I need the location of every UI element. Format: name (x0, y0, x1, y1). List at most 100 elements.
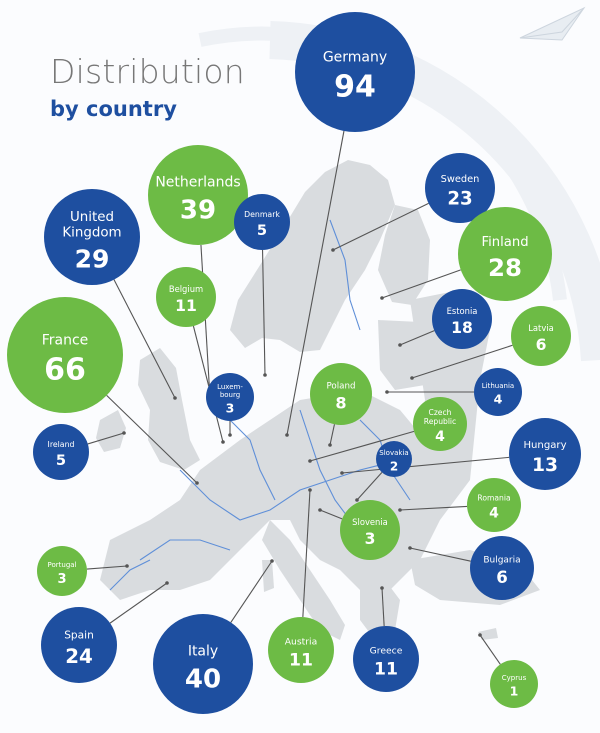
leader-dot-italy (270, 559, 274, 563)
bubble-circle-greece (353, 626, 419, 692)
bubble-circle-poland (310, 363, 372, 425)
bubble-sweden: Sweden 23 (425, 153, 495, 223)
leader-dot-germany (285, 433, 289, 437)
bubble-hungary: Hungary 13 (509, 418, 581, 490)
bubble-value-denmark: 5 (257, 222, 267, 239)
leader-dot-luxembourg (228, 433, 232, 437)
bubble-value-romania: 4 (489, 506, 499, 522)
bubble-circle-latvia (511, 306, 571, 366)
bubble-austria: Austria 11 (268, 617, 334, 683)
land-ireland (96, 410, 126, 452)
bubble-ireland: Ireland 5 (33, 424, 89, 480)
bubble-circle-bulgaria (470, 536, 534, 600)
bubble-circle-germany (295, 12, 415, 132)
leader-line-italy (230, 560, 273, 623)
bubble-label-spain: Spain (64, 630, 94, 642)
leader-dot-bulgaria (408, 546, 412, 550)
bubble-value-latvia: 6 (536, 336, 547, 354)
bubble-value-portugal: 3 (57, 572, 66, 587)
leader-line-greece (381, 587, 385, 627)
bubble-circle-cyprus (490, 660, 538, 708)
bubble-label-lithuania: Lithuania (482, 382, 514, 390)
bubble-denmark: Denmark 5 (234, 194, 290, 250)
bubble-luxembourg: Luxem-bourg 3 (206, 373, 254, 421)
bubble-value-united-kingdom: 29 (75, 244, 110, 273)
bubble-circle-hungary (509, 418, 581, 490)
chart-subtitle: by country (50, 97, 177, 121)
leader-dot-united-kingdom (173, 396, 177, 400)
bubble-italy: Italy 40 (153, 614, 253, 714)
bubble-label-romania: Romania (477, 493, 510, 502)
river-4 (139, 539, 231, 561)
bubble-germany: Germany 94 (295, 12, 415, 132)
bubble-value-spain: 24 (65, 645, 93, 668)
leader-dot-poland (328, 443, 332, 447)
leader-line-denmark (261, 249, 266, 376)
bubble-lithuania: Lithuania 4 (474, 368, 522, 416)
bubble-label-slovenia: Slovenia (352, 517, 388, 527)
bubble-label-luxembourg-2: bourg (220, 391, 240, 399)
leader-dot-austria (308, 488, 312, 492)
leader-lines (86, 130, 513, 665)
leader-dot-slovakia (355, 498, 359, 502)
bubble-label-poland: Poland (326, 382, 355, 392)
bubble-greece: Greece 11 (353, 626, 419, 692)
bubble-circle-slovakia (376, 441, 412, 477)
bubble-circle-austria (268, 617, 334, 683)
leader-line-sweden (332, 202, 429, 251)
leader-line-hungary (341, 456, 510, 474)
land-scandinavia (230, 160, 395, 352)
leader-line-spain (109, 582, 168, 624)
bubble-label-austria: Austria (285, 636, 317, 647)
bubble-label-italy: Italy (188, 644, 218, 660)
leader-dot-latvia (410, 376, 414, 380)
leader-dot-sweden (331, 248, 335, 252)
bubble-circle-estonia (432, 289, 492, 349)
leader-line-cyprus (479, 634, 501, 665)
bubble-circle-ireland (33, 424, 89, 480)
bubble-portugal: Portugal 3 (37, 546, 87, 596)
bubble-circle-netherlands (148, 145, 248, 245)
bubble-circle-sweden (425, 153, 495, 223)
bubble-circle-finland (458, 207, 552, 301)
leader-dot-slovenia (318, 508, 322, 512)
bubble-circle-portugal (37, 546, 87, 596)
leader-line-united-kingdom (113, 279, 176, 399)
bubble-romania: Romania 4 (467, 478, 521, 532)
leader-dot-finland (380, 296, 384, 300)
bubble-label-cyprus: Cyprus (502, 674, 527, 682)
leader-line-slovakia (356, 471, 383, 501)
bubble-belgium: Belgium 11 (156, 267, 216, 327)
bubble-circle-slovenia (340, 500, 400, 560)
leader-dot-romania (398, 508, 402, 512)
bubble-slovenia: Slovenia 3 (340, 500, 400, 560)
leader-dot-estonia (398, 343, 402, 347)
leader-line-slovenia (319, 509, 343, 520)
bubble-label-luxembourg-1: Luxem- (217, 383, 243, 391)
bubble-label-united-kingdom-2: Kingdom (62, 226, 121, 241)
bubble-poland: Poland 8 (310, 363, 372, 425)
bubble-spain: Spain 24 (41, 607, 117, 683)
river-3 (299, 409, 351, 521)
bubble-label-slovakia: Slovakia (379, 449, 408, 457)
leader-line-portugal (86, 565, 128, 570)
bubble-value-italy: 40 (185, 665, 221, 695)
bubble-label-portugal: Portugal (48, 561, 77, 569)
bubble-circle-lithuania (474, 368, 522, 416)
land-sardinia (262, 560, 274, 592)
bubble-value-hungary: 13 (532, 455, 558, 476)
chart-title: Distribution (50, 52, 245, 91)
bubble-circle-spain (41, 607, 117, 683)
leader-dot-belgium (221, 440, 225, 444)
bubble-value-france: 66 (44, 353, 86, 388)
paper-plane-icon (519, 6, 586, 41)
bubble-value-luxembourg: 3 (226, 401, 235, 416)
title-block: Distribution by country (50, 52, 245, 121)
bubble-circle-romania (467, 478, 521, 532)
bubble-label-belgium: Belgium (169, 284, 203, 294)
land-italy (262, 520, 345, 640)
bubble-circle-belgium (156, 267, 216, 327)
leader-line-netherlands (200, 244, 211, 399)
